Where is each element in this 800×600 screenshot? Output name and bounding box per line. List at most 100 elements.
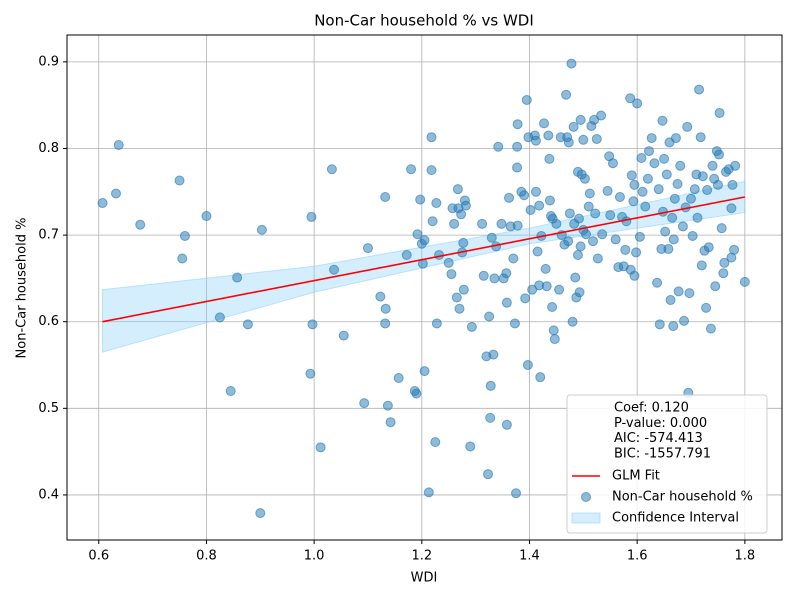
scatter-point	[642, 173, 653, 184]
scatter-point	[512, 220, 523, 231]
scatter-point	[465, 441, 476, 452]
scatter-point	[401, 250, 412, 261]
scatter-point	[174, 175, 185, 186]
scatter-point	[520, 293, 531, 304]
scatter-point	[687, 230, 698, 241]
scatter-point	[326, 164, 337, 175]
scatter-point	[673, 286, 684, 297]
scatter-point	[201, 211, 212, 222]
scatter-point	[703, 242, 714, 253]
scatter-point	[583, 201, 594, 212]
scatter-point	[501, 419, 512, 430]
scatter-point	[359, 398, 370, 409]
scatter-point	[431, 318, 442, 329]
scatter-point	[519, 190, 530, 201]
scatter-point	[696, 260, 707, 271]
scatter-point	[629, 179, 640, 190]
legend-box	[566, 394, 768, 534]
scatter-point	[714, 149, 725, 160]
scatter-point	[540, 263, 551, 274]
x-tick-label: 0.6	[88, 549, 109, 564]
scatter-point	[677, 221, 688, 232]
axes-frame	[66, 34, 783, 541]
scatter-point	[541, 281, 552, 292]
legend-label: Confidence Interval	[612, 511, 739, 526]
scatter-point	[504, 192, 515, 203]
scatter-point	[305, 368, 316, 379]
scatter-point	[607, 158, 618, 169]
scatter-point	[460, 200, 471, 211]
scatter-point	[501, 268, 512, 279]
scatter-point	[668, 234, 679, 245]
scatter-point	[710, 281, 721, 292]
scatter-point	[256, 224, 267, 235]
scatter-point	[675, 160, 686, 171]
scatter-point	[637, 186, 648, 197]
scatter-point	[665, 295, 676, 306]
scatter-point	[628, 196, 639, 207]
scatter-point	[179, 230, 190, 241]
scatter-point	[653, 184, 664, 195]
scatter-point	[620, 244, 631, 255]
scatter-point	[242, 319, 253, 330]
scatter-point	[508, 253, 519, 264]
scatter-point	[380, 191, 391, 202]
scatter-point	[456, 209, 467, 220]
scatter-point	[451, 292, 462, 303]
scatter-point	[625, 93, 636, 104]
scatter-point	[614, 191, 625, 202]
scatter-point	[544, 195, 555, 206]
scatter-point	[548, 325, 559, 336]
scatter-point	[695, 132, 706, 143]
scatter-point	[705, 323, 716, 334]
scatter-point	[534, 200, 545, 211]
scatter-point	[430, 437, 441, 448]
scatter-point	[578, 134, 589, 145]
scatter-point	[382, 400, 393, 411]
scatter-point	[477, 218, 488, 229]
scatter-point	[714, 107, 725, 118]
y-tick-label: 0.7	[38, 228, 59, 243]
scatter-point	[446, 269, 457, 280]
scatter-point	[581, 229, 592, 240]
scatter-point	[406, 164, 417, 175]
scatter-point	[547, 301, 558, 312]
legend-label: GLM Fit	[612, 469, 660, 484]
scatter-point	[527, 284, 538, 295]
x-tick-label: 1.0	[304, 549, 325, 564]
x-tick-label: 1.6	[627, 549, 648, 564]
scatter-point	[411, 388, 422, 399]
scatter-point	[512, 119, 523, 130]
scatter-point	[663, 243, 674, 254]
scatter-point	[509, 318, 520, 329]
scatter-point	[426, 132, 437, 143]
y-tick-label: 0.6	[38, 314, 59, 329]
scatter-point	[452, 184, 463, 195]
scatter-point	[232, 272, 243, 283]
scatter-point	[539, 118, 550, 129]
scatter-point	[575, 114, 586, 125]
scatter-point	[551, 218, 562, 229]
scatter-point	[654, 319, 665, 330]
scatter-point	[549, 334, 560, 345]
scatter-point	[307, 319, 318, 330]
scatter-point	[597, 229, 608, 240]
y-tick-label: 0.9	[38, 54, 59, 69]
scatter-point	[730, 160, 741, 171]
scatter-point	[632, 98, 643, 109]
scatter-point	[501, 297, 512, 308]
scatter-point	[718, 268, 729, 279]
scatter-point	[522, 360, 533, 371]
scatter-point	[393, 373, 404, 384]
scatter-point	[629, 270, 640, 281]
scatter-point	[692, 212, 703, 223]
scatter-point	[225, 386, 236, 397]
stats-annotation: P-value: 0.000	[614, 416, 707, 431]
scatter-point	[496, 218, 507, 229]
scatter-point	[579, 173, 590, 184]
scatter-point	[454, 303, 465, 314]
scatter-point	[449, 218, 460, 229]
scatter-point	[694, 84, 705, 95]
scatter-point	[135, 219, 146, 230]
